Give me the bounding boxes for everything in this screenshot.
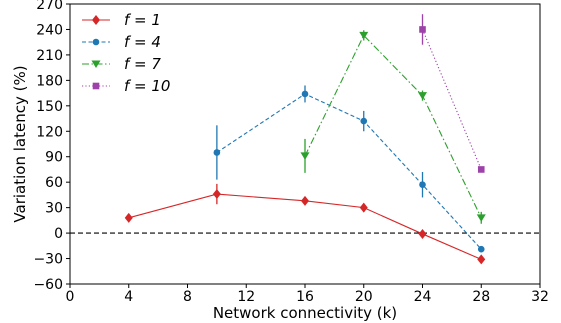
data-point — [419, 26, 426, 33]
y-tick-label: 120 — [36, 124, 63, 140]
x-tick-label: 0 — [66, 289, 75, 305]
legend-label: f = 10 — [124, 77, 170, 95]
legend-item-2: f = 4 — [82, 33, 161, 51]
legend-item-3: f = 7 — [82, 55, 161, 73]
data-point — [476, 214, 486, 222]
data-point — [419, 181, 426, 189]
data-point — [359, 31, 369, 40]
x-axis-label: Network connectivity (k) — [213, 304, 397, 322]
series-3 — [300, 30, 486, 224]
x-tick-label: 16 — [296, 289, 314, 305]
series-4 — [419, 14, 485, 173]
series-2 — [213, 85, 485, 253]
data-point — [477, 254, 486, 265]
x-tick-label: 32 — [531, 289, 549, 305]
legend-marker — [92, 15, 100, 25]
data-point — [477, 166, 485, 173]
legend-marker — [92, 82, 100, 90]
data-point — [359, 202, 368, 213]
y-axis-label: Variation latency (%) — [11, 65, 29, 222]
series-line — [421, 29, 482, 170]
data-point — [300, 152, 310, 160]
data-point — [213, 149, 221, 156]
y-tick-label: 150 — [36, 99, 63, 115]
x-tick-label: 20 — [355, 289, 373, 305]
legend-label: f = 7 — [124, 55, 161, 73]
data-point — [477, 245, 485, 253]
legend-item-1: f = 1 — [82, 11, 161, 29]
y-tick-label: 90 — [45, 150, 63, 166]
y-tick-label: 30 — [45, 201, 63, 217]
data-point — [418, 92, 427, 100]
x-tick-label: 12 — [237, 289, 255, 305]
x-tick-label: 4 — [124, 289, 133, 305]
y-tick-label: 270 — [36, 0, 63, 13]
y-tick-label: −30 — [33, 252, 63, 268]
series-line — [216, 93, 482, 250]
x-tick-label: 28 — [472, 289, 490, 305]
series-1 — [124, 183, 486, 265]
data-point — [124, 212, 133, 223]
data-point — [301, 195, 309, 206]
legend-label: f = 4 — [124, 33, 161, 51]
data-point — [418, 228, 427, 239]
legend: f = 1 f = 4 f = 7 f = 10 — [82, 11, 170, 95]
legend-marker — [91, 60, 101, 68]
y-tick-label: −60 — [33, 277, 63, 293]
x-tick-label: 24 — [414, 289, 432, 305]
data-point — [212, 189, 221, 200]
y-tick-label: 240 — [36, 22, 63, 38]
x-tick-label: 8 — [183, 289, 192, 305]
y-tick-label: 0 — [54, 226, 63, 242]
y-tick-label: 180 — [36, 73, 63, 89]
y-tick-label: 60 — [45, 175, 63, 191]
y-tick-label: 210 — [36, 48, 63, 64]
legend-item-4: f = 10 — [82, 77, 170, 95]
data-point — [301, 90, 309, 98]
series-line — [304, 34, 482, 219]
series-line — [128, 193, 482, 260]
data-point — [360, 117, 368, 125]
plot-layer: 0 4 8 12 16 20 24 28 32 −60 −30 0 30 60 90 120 150 180 210… — [33, 0, 548, 305]
legend-label: f = 1 — [124, 11, 161, 29]
legend-marker — [92, 38, 100, 46]
